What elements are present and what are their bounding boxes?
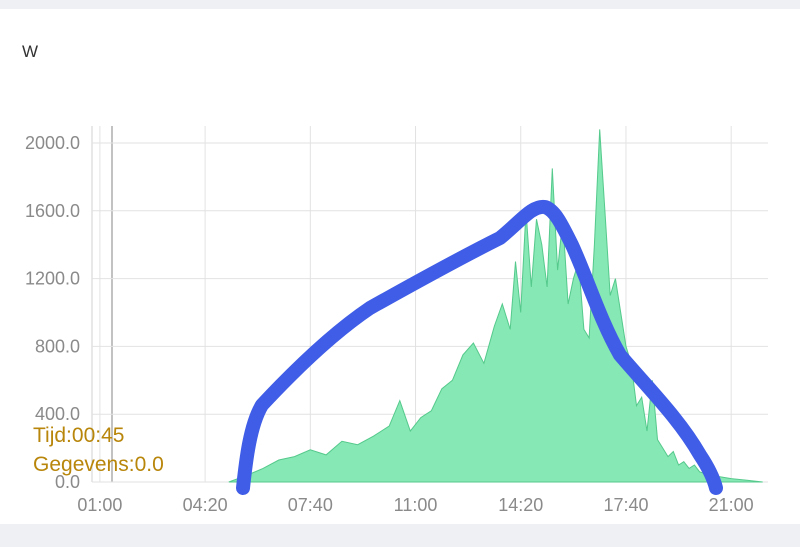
x-tick-label: 17:40	[603, 495, 648, 515]
x-tick-label: 07:40	[288, 495, 333, 515]
y-tick-label: 800.0	[35, 336, 80, 356]
y-tick-label: 2000.0	[25, 133, 80, 153]
tooltip: Tijd:00:45 Gegevens:0.0	[33, 421, 164, 479]
y-tick-label: 0.0	[55, 472, 80, 492]
top-strip	[0, 0, 800, 9]
x-tick-label: 14:20	[498, 495, 543, 515]
y-tick-label: 400.0	[35, 404, 80, 424]
chart[interactable]: 0.0 400.0 800.0 1200.0 1600.0 2000.0 01:00 04:2…	[0, 0, 800, 524]
y-tick-label: 1600.0	[25, 201, 80, 221]
y-tick-label: 1200.0	[25, 269, 80, 289]
x-tick-label: 01:00	[77, 495, 122, 515]
x-tick-label: 11:00	[394, 495, 438, 515]
x-tick-label: 04:20	[183, 495, 228, 515]
tooltip-time: Tijd:00:45	[33, 424, 125, 447]
hand-drawn-annotation	[236, 199, 723, 495]
x-tick-label: 21:00	[709, 495, 754, 515]
unit-label: W	[22, 42, 39, 61]
tooltip-value: Gegevens:0.0	[33, 453, 164, 476]
bottom-strip	[0, 524, 800, 547]
